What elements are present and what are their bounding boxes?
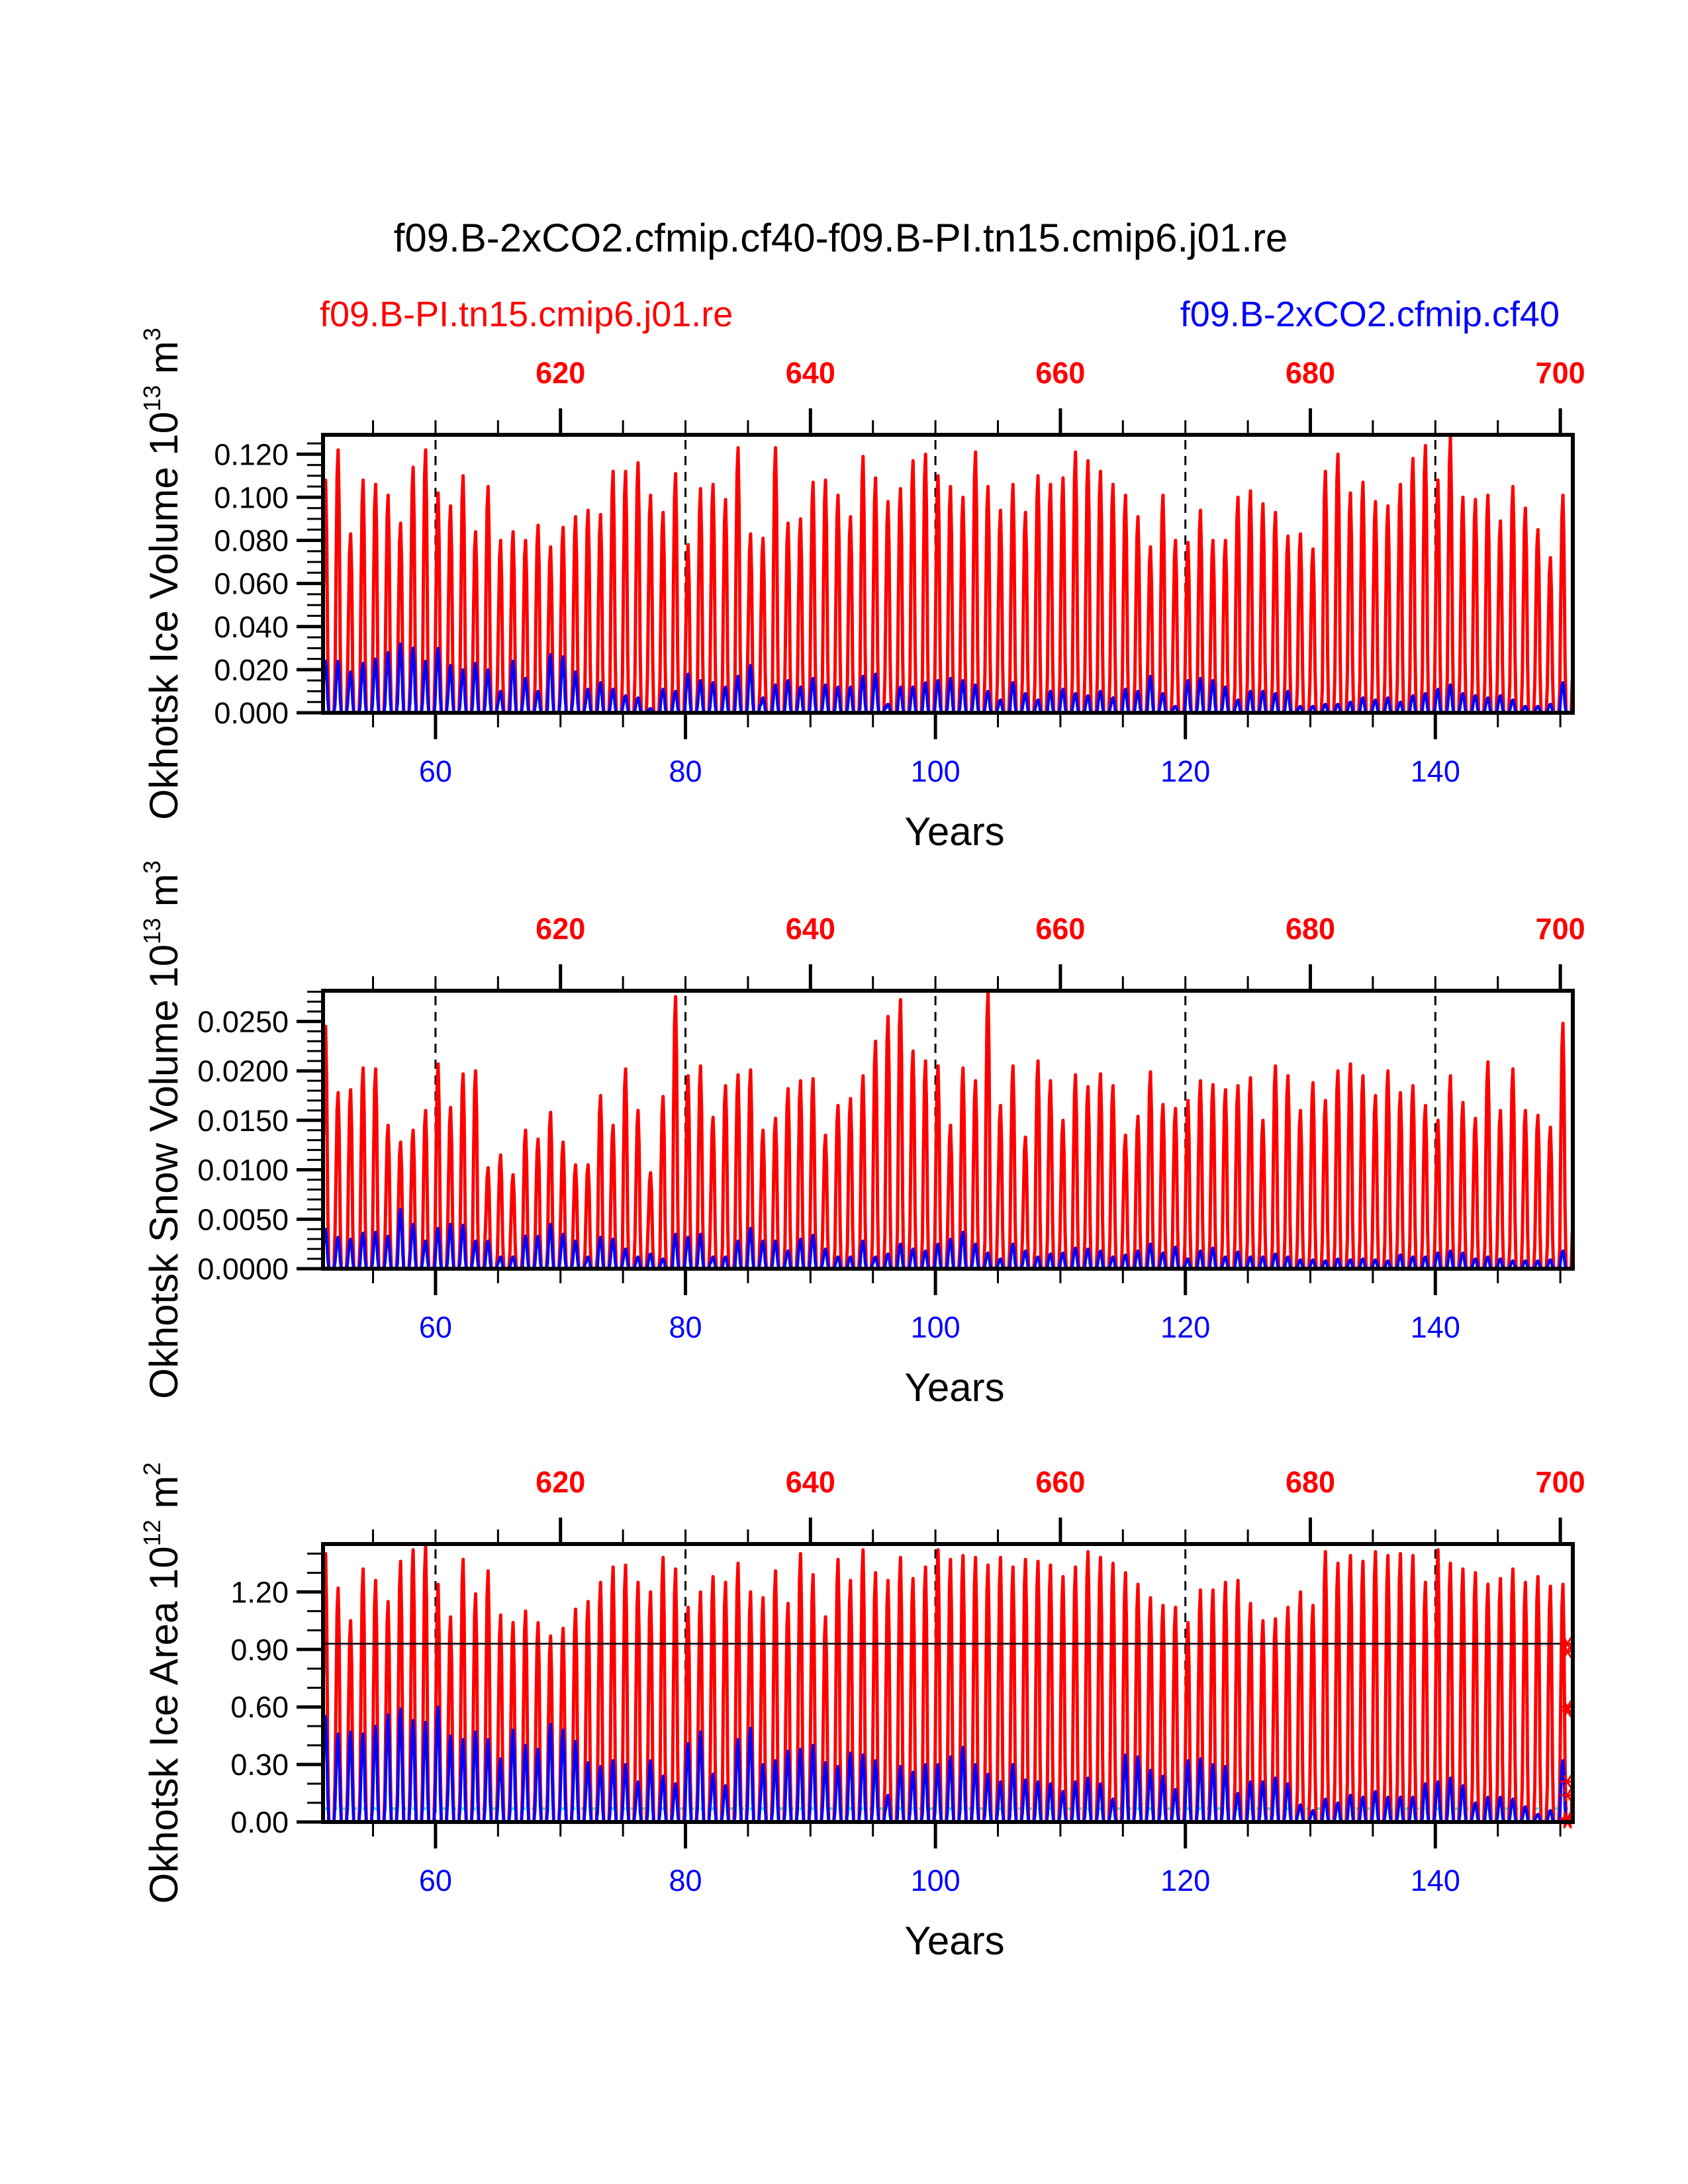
y-tick-label: 0.00: [230, 1805, 289, 1839]
y-label-exponent: 12: [138, 1520, 165, 1546]
x-top-tick-label: 640: [786, 356, 835, 390]
x-top-tick-label: 680: [1286, 1465, 1335, 1499]
series-line-red: [323, 1544, 1573, 1822]
y-tick-label: 0.120: [214, 437, 289, 471]
y-axis-label: Okhotsk Snow Volume 1013 m3: [138, 860, 186, 1399]
y-tick-label: 1.20: [230, 1575, 289, 1609]
y-tick-label: 0.60: [230, 1690, 289, 1724]
y-label-unit: m: [142, 1476, 186, 1520]
x-top-tick-label: 660: [1035, 356, 1085, 390]
asterisk-stroke: [1563, 1644, 1572, 1659]
x-bottom-tick-label: 80: [669, 1310, 702, 1344]
x-bottom-tick-label: 100: [911, 754, 961, 788]
asterisk-stroke: [1563, 1788, 1572, 1802]
y-tick-label: 0.0200: [197, 1054, 289, 1088]
x-bottom-tick-label: 100: [911, 1864, 961, 1897]
y-tick-label: 0.100: [214, 480, 289, 514]
x-top-tick-label: 700: [1536, 356, 1585, 390]
y-tick-label: 0.0000: [197, 1252, 289, 1286]
y-tick-label: 0.040: [214, 610, 289, 644]
y-label-base: Okhotsk Ice Area 10: [142, 1546, 186, 1903]
x-top-tick-label: 680: [1286, 912, 1335, 946]
panel-3: 0.00 0.30 0.60 0.90 1.20 60 80 100 120 140 620 640 6…: [138, 1462, 1585, 1963]
x-bottom-tick-label: 140: [1411, 754, 1460, 788]
y-label-base: Okhotsk Snow Volume 10: [142, 944, 186, 1399]
y-tick-label: 0.0250: [197, 1005, 289, 1038]
x-axis-label: Years: [904, 809, 1004, 854]
x-top-tick-label: 680: [1286, 356, 1335, 390]
panel-2: 0.0000 0.0050 0.0100 0.0150 0.0200 0.0250 60 80…: [138, 860, 1585, 1410]
x-bottom-tick-label: 120: [1160, 1864, 1210, 1897]
x-bottom-tick-label: 120: [1160, 1310, 1210, 1344]
y-tick-label: 0.90: [230, 1633, 289, 1666]
x-top-tick-label: 660: [1035, 912, 1085, 946]
y-axis-label: Okhotsk Ice Area 1012 m2: [138, 1462, 186, 1903]
x-bottom-tick-label: 80: [669, 754, 702, 788]
plot-area: [323, 991, 1573, 1269]
x-bottom-tick-label: 60: [419, 1310, 452, 1344]
series-line-blue: [323, 1705, 1573, 1822]
x-top-tick-label: 660: [1035, 1465, 1085, 1499]
plot-area: [323, 435, 1573, 713]
x-top-tick-label: 640: [786, 912, 835, 946]
series-line-red: [323, 991, 1573, 1269]
y-label-exponent: 13: [138, 385, 165, 412]
y-label-unit-exponent: 2: [138, 1462, 165, 1475]
x-bottom-tick-label: 60: [419, 1864, 452, 1897]
x-bottom-tick-label: 140: [1411, 1310, 1460, 1344]
x-axis-label: Years: [904, 1919, 1004, 1963]
y-label-base: Okhotsk Ice Volume 10: [142, 412, 186, 820]
y-label-exponent: 13: [138, 918, 165, 944]
y-label-unit-exponent: 3: [138, 328, 165, 341]
x-bottom-tick-label: 140: [1411, 1864, 1460, 1897]
subtitle-right: f09.B-2xCO2.cfmip.cf40: [1180, 295, 1560, 334]
y-label-unit-exponent: 3: [138, 860, 165, 874]
subtitle-left: f09.B-PI.tn15.cmip6.j01.re: [320, 295, 733, 334]
y-label-unit: m: [142, 341, 186, 385]
series-line-blue: [323, 642, 1573, 713]
asterisk-stroke: [1563, 1704, 1572, 1718]
series-line-blue: [323, 1208, 1573, 1269]
x-top-tick-label: 620: [536, 356, 585, 390]
x-top-tick-label: 620: [536, 912, 585, 946]
plot-frame: [321, 1542, 1575, 1824]
plot-frame: [321, 433, 1575, 715]
asterisk-stroke: [1563, 1774, 1572, 1789]
y-tick-label: 0.060: [214, 567, 289, 601]
y-tick-label: 0.0050: [197, 1203, 289, 1236]
x-axis-label: Years: [904, 1365, 1004, 1410]
y-tick-label: 0.30: [230, 1748, 289, 1782]
y-tick-label: 0.0100: [197, 1154, 289, 1187]
x-top-tick-label: 620: [536, 1465, 585, 1499]
x-top-tick-label: 700: [1536, 1465, 1585, 1499]
y-axis-label: Okhotsk Ice Volume 1013 m3: [138, 328, 186, 820]
panel-1: 0.000 0.020 0.040 0.060 0.080 0.100 0.120 60 80 1…: [138, 328, 1585, 854]
y-tick-label: 0.0150: [197, 1104, 289, 1138]
x-bottom-tick-label: 100: [911, 1310, 961, 1344]
x-top-tick-label: 640: [786, 1465, 835, 1499]
x-bottom-tick-label: 60: [419, 754, 452, 788]
figure-title: f09.B-2xCO2.cfmip.cf40-f09.B-PI.tn15.cmi…: [394, 216, 1288, 260]
plot-area: [323, 1544, 1573, 1822]
y-tick-label: 0.000: [214, 696, 289, 730]
x-bottom-tick-label: 120: [1160, 754, 1210, 788]
series-line-red: [323, 435, 1573, 713]
x-top-tick-label: 700: [1536, 912, 1585, 946]
y-tick-label: 0.020: [214, 653, 289, 687]
x-bottom-tick-label: 80: [669, 1864, 702, 1897]
y-tick-label: 0.080: [214, 524, 289, 558]
y-label-unit: m: [142, 874, 186, 918]
